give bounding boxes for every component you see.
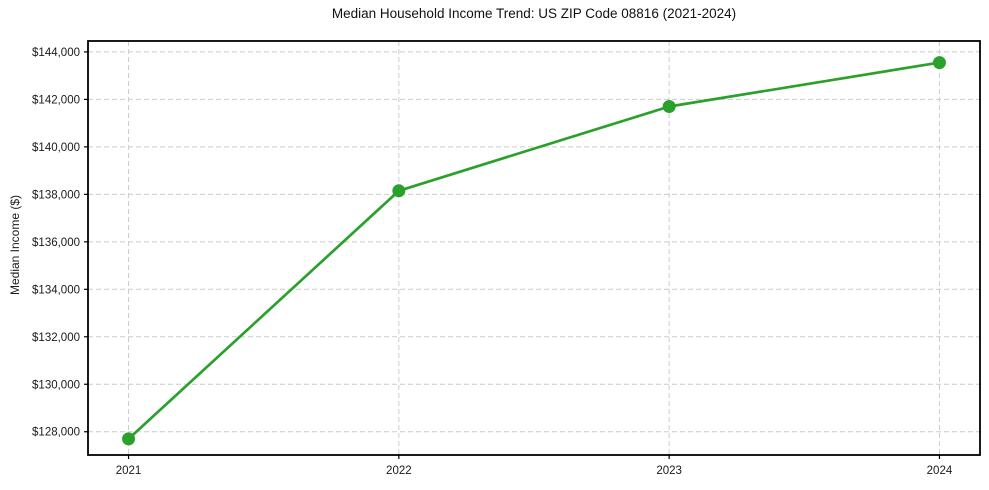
y-tick-label: $136,000 (32, 237, 80, 249)
y-tick-label: $144,000 (32, 47, 80, 59)
data-point-2024 (932, 56, 946, 70)
income-trend-line (127, 61, 941, 441)
y-tick-label: $130,000 (32, 379, 80, 391)
y-tick-label: $138,000 (32, 189, 80, 201)
y-tick-label: $128,000 (32, 427, 80, 439)
data-point-2023 (662, 100, 676, 114)
x-tick-label: 2024 (927, 465, 953, 477)
y-tick-label: $140,000 (32, 142, 80, 154)
data-point-2021 (122, 432, 136, 446)
x-tick-label: 2021 (116, 465, 142, 477)
data-point-2022 (392, 184, 406, 198)
y-tick-label: $132,000 (32, 332, 80, 344)
y-tick-label: $134,000 (32, 284, 80, 296)
x-tick-label: 2023 (656, 465, 682, 477)
x-tick-label: 2022 (386, 465, 412, 477)
y-tick-label: $142,000 (32, 94, 80, 106)
plot-border (87, 40, 981, 456)
chart-title: Median Household Income Trend: US ZIP Co… (331, 6, 737, 21)
